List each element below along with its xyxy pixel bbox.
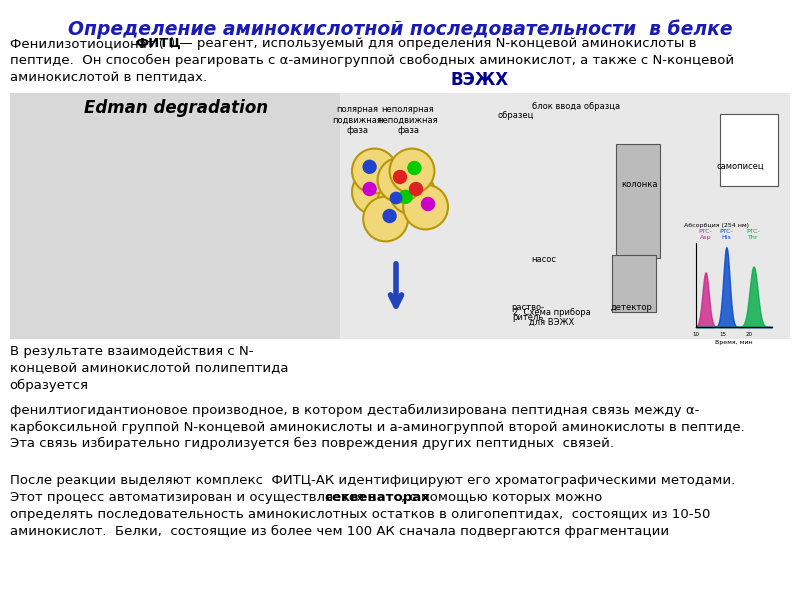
Text: пептиде.  Он способен реагировать с α-аминогруппой свободных аминокислот, а такж: пептиде. Он способен реагировать с α-ами…	[10, 54, 734, 67]
Text: В результате взаимодействия с N-: В результате взаимодействия с N-	[10, 345, 253, 358]
Text: фенилтиогидантионовое производное, в котором дестабилизирована пептидная связь м: фенилтиогидантионовое производное, в кот…	[10, 404, 699, 417]
Ellipse shape	[390, 191, 402, 205]
Ellipse shape	[378, 158, 422, 202]
Ellipse shape	[393, 170, 407, 184]
Ellipse shape	[352, 149, 397, 193]
Text: 15: 15	[719, 332, 726, 337]
Text: Фенилизотиоционат (: Фенилизотиоционат (	[10, 37, 163, 50]
Text: карбоксильной группой N-концевой аминокислоты и а-аминогруппой второй аминокисло: карбоксильной группой N-концевой аминоки…	[10, 421, 744, 434]
Text: колонка: колонка	[622, 180, 658, 189]
Text: Абсорбция (254 нм): Абсорбция (254 нм)	[683, 223, 749, 228]
Text: 20: 20	[746, 332, 753, 337]
Ellipse shape	[390, 149, 434, 193]
Ellipse shape	[421, 197, 435, 211]
Bar	[10, 93, 340, 339]
Text: ВЭЖХ: ВЭЖХ	[451, 71, 509, 89]
Text: насос: насос	[531, 255, 557, 264]
Text: неполярная
неподвижная
фаза: неполярная неподвижная фаза	[378, 105, 438, 135]
Text: детектор: детектор	[611, 303, 653, 312]
Text: Этот процесс автоматизирован и осуществляется в: Этот процесс автоматизирован и осуществл…	[10, 491, 380, 504]
Ellipse shape	[363, 197, 408, 241]
Text: , с помощью которых можно: , с помощью которых можно	[401, 491, 602, 504]
Bar	[616, 144, 660, 258]
Text: аминокислот.  Белки,  состоящие из более чем 100 АК сначала подвергаются фрагмен: аминокислот. Белки, состоящие из более ч…	[10, 525, 669, 538]
Text: PTC-
His: PTC- His	[719, 229, 734, 240]
Ellipse shape	[390, 170, 434, 214]
Text: Эта связь избирательно гидролизуется без повреждения других пептидных  связей.: Эта связь избирательно гидролизуется без…	[10, 437, 614, 451]
Bar	[340, 93, 790, 339]
Text: определять последовательность аминокислотных остатков в олигопептидах,  состоящи: определять последовательность аминокисло…	[10, 508, 710, 521]
Text: ) — реагент, используемый для определения N-концевой аминокислоты в: ) — реагент, используемый для определени…	[170, 37, 696, 50]
Ellipse shape	[362, 182, 377, 196]
Ellipse shape	[403, 185, 448, 229]
Text: Edman degradation: Edman degradation	[84, 99, 268, 117]
Ellipse shape	[382, 209, 397, 223]
Text: PTC-
Thr: PTC- Thr	[746, 229, 761, 240]
Text: 10: 10	[693, 332, 699, 337]
Text: секвенаторах: секвенаторах	[324, 491, 430, 504]
Text: Определение аминокислотной последовательности  в белке: Определение аминокислотной последователь…	[68, 19, 732, 39]
Text: ФИТЦ: ФИТЦ	[135, 37, 181, 50]
Text: PTC-
Asp: PTC- Asp	[698, 229, 713, 240]
Text: образец: образец	[498, 111, 534, 120]
Ellipse shape	[352, 170, 397, 214]
Ellipse shape	[398, 190, 413, 204]
Bar	[612, 255, 656, 312]
Text: аминокислотой в пептидах.: аминокислотой в пептидах.	[10, 71, 206, 84]
Text: самописец: самописец	[716, 162, 764, 171]
Ellipse shape	[409, 182, 423, 196]
Text: полярная
подвижная
фаза: полярная подвижная фаза	[333, 105, 382, 135]
Text: Время, мин: Время, мин	[715, 340, 753, 345]
Ellipse shape	[407, 161, 422, 175]
Bar	[720, 114, 778, 186]
Text: После реакции выделяют комплекс  ФИТЦ-АК идентифицируют его хроматографическими : После реакции выделяют комплекс ФИТЦ-АК …	[10, 475, 735, 487]
Text: раство-
ритель: раство- ритель	[511, 303, 545, 322]
Text: концевой аминокислотой полипептида: концевой аминокислотой полипептида	[10, 362, 288, 375]
Ellipse shape	[362, 160, 377, 174]
Bar	[10, 93, 790, 339]
Text: образуется: образуется	[10, 379, 89, 392]
Ellipse shape	[378, 179, 422, 223]
Text: 2. Схема прибора
для ВЭЖХ: 2. Схема прибора для ВЭЖХ	[513, 308, 591, 327]
Text: блок ввода образца: блок ввода образца	[532, 102, 620, 111]
